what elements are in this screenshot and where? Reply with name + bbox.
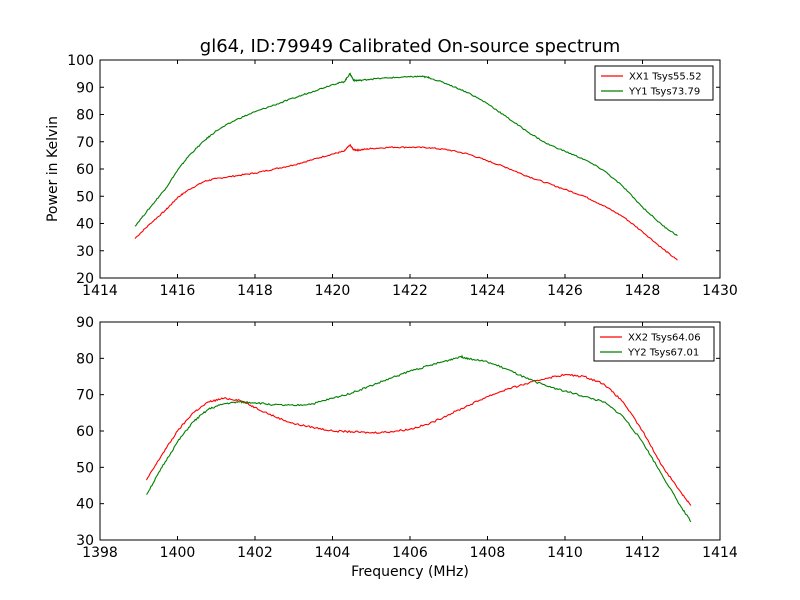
x-tick-label: 1400 xyxy=(160,545,196,561)
legend: XX2 Tsys64.06 YY2 Tsys67.01 xyxy=(593,326,715,362)
x-tick-label: 1398 xyxy=(82,545,118,561)
x-tick-label: 1430 xyxy=(702,283,738,299)
y-tick-label: 60 xyxy=(76,424,94,440)
x-tick-label: 1424 xyxy=(470,283,506,299)
legend-box xyxy=(594,65,714,101)
series-line-xx2 xyxy=(146,373,692,506)
y-tick-label: 50 xyxy=(76,189,94,205)
x-tick-label: 1418 xyxy=(237,283,273,299)
x-tick-label: 1428 xyxy=(625,283,661,299)
x-tick-label: 1414 xyxy=(702,545,738,561)
y-tick-label: 70 xyxy=(76,388,94,404)
y-tick-label: 60 xyxy=(76,162,94,178)
plot-area: 1414 1416 1418 1420 1422 1424 1426 1428 1430 20 30… xyxy=(45,53,738,580)
y-tick-label: 80 xyxy=(76,108,94,124)
series-line-yy1 xyxy=(134,72,678,237)
series-line-yy2 xyxy=(146,354,692,523)
y-tick-label: 50 xyxy=(76,460,94,476)
y-tick-label: 30 xyxy=(76,533,94,549)
x-tick-label: 1414 xyxy=(82,283,118,299)
y-axis-label: Power in Kelvin xyxy=(45,116,61,222)
x-tick-label: 1406 xyxy=(392,545,428,561)
y-tick-label: 80 xyxy=(76,351,94,367)
x-tick-label: 1410 xyxy=(547,545,583,561)
subplot-2: 1398 1400 1402 1404 1406 1408 1410 1412 1414 30 40… xyxy=(76,315,738,580)
x-axis-label: Frequency (MHz) xyxy=(351,564,469,580)
y-tick-label: 20 xyxy=(76,271,94,287)
y-tick-label: 40 xyxy=(76,217,94,233)
legend-entry: XX1 Tsys55.52 xyxy=(629,72,702,83)
legend-entry: YY1 Tsys73.79 xyxy=(628,87,700,98)
x-tick-label: 1412 xyxy=(625,545,661,561)
chart-title: gl64, ID:79949 Calibrated On-source spec… xyxy=(200,36,620,57)
series-line-xx1 xyxy=(134,143,678,261)
subplot-1: 1414 1416 1418 1420 1422 1424 1426 1428 1430 20 30… xyxy=(45,53,738,299)
y-tick-label: 30 xyxy=(76,244,94,260)
legend-entry: XX2 Tsys64.06 xyxy=(628,333,701,344)
x-tick-label: 1426 xyxy=(547,283,583,299)
x-tick-label: 1420 xyxy=(315,283,351,299)
y-tick-label: 40 xyxy=(76,497,94,513)
y-tick-label: 90 xyxy=(76,80,94,96)
x-tick-label: 1402 xyxy=(237,545,273,561)
x-tick-label: 1408 xyxy=(470,545,506,561)
legend: XX1 Tsys55.52 YY1 Tsys73.79 xyxy=(594,65,714,101)
x-tick-label: 1422 xyxy=(392,283,428,299)
legend-box xyxy=(593,326,715,362)
y-tick-label: 70 xyxy=(76,135,94,151)
y-tick-label: 90 xyxy=(76,315,94,331)
x-tick-label: 1404 xyxy=(315,545,351,561)
y-tick-label: 100 xyxy=(67,53,94,69)
legend-entry: YY2 Tsys67.01 xyxy=(627,348,699,359)
x-tick-label: 1416 xyxy=(160,283,196,299)
